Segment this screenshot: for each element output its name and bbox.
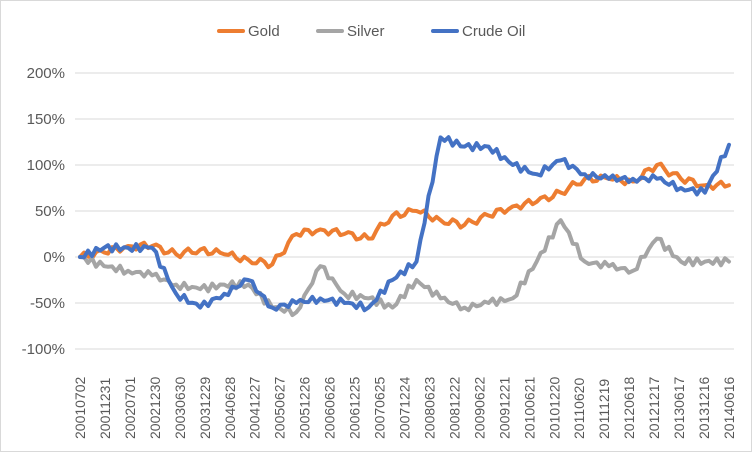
x-tick-label: 20030630: [172, 376, 188, 439]
x-tick-label: 20010702: [72, 376, 88, 439]
x-tick-label: 20110620: [571, 378, 587, 439]
x-tick-label: 20091221: [496, 376, 512, 439]
legend-label: Crude Oil: [462, 23, 525, 40]
y-tick-label: 200%: [27, 65, 65, 82]
x-tick-label: 20100621: [521, 376, 537, 439]
series-line-silver: [78, 218, 731, 318]
x-tick-label: 20121217: [646, 376, 662, 439]
x-tick-label: 20120618: [621, 376, 637, 439]
x-tick-label: 20070625: [372, 376, 388, 439]
y-tick-label: -100%: [22, 341, 65, 358]
series-line-crude-oil: [78, 135, 731, 313]
x-tick-label: 20031229: [197, 376, 213, 439]
x-tick-label: 20040628: [222, 376, 238, 439]
x-tick-label: 20080623: [421, 376, 437, 439]
x-tick-label: 20131216: [696, 376, 712, 439]
y-tick-label: 0%: [43, 249, 65, 266]
x-tick-label: 20050627: [272, 376, 288, 439]
x-tick-label: 20101220: [546, 376, 562, 439]
x-tick-label: 20051226: [297, 376, 313, 439]
x-tick-label: 20111219: [596, 379, 612, 439]
x-tick-label: 20071224: [397, 376, 413, 439]
y-tick-label: 150%: [27, 111, 65, 128]
y-tick-label: -50%: [30, 295, 65, 312]
x-tick-label: 20021230: [147, 376, 163, 439]
x-tick-label: 20140616: [721, 376, 737, 439]
x-tick-label: 20041227: [247, 376, 263, 439]
legend-label: Silver: [347, 23, 385, 40]
x-tick-label: 20061225: [347, 376, 363, 439]
y-tick-label: 100%: [27, 157, 65, 174]
x-tick-label: 20090622: [471, 376, 487, 439]
x-tick-label: 20020701: [122, 376, 138, 439]
x-tick-label: 20060626: [322, 376, 338, 439]
x-tick-label: 20081222: [446, 376, 462, 439]
y-tick-label: 50%: [35, 203, 65, 220]
x-tick-label: 20011231: [97, 378, 113, 439]
legend-label: Gold: [248, 23, 280, 40]
x-tick-label: 20130617: [671, 376, 687, 439]
